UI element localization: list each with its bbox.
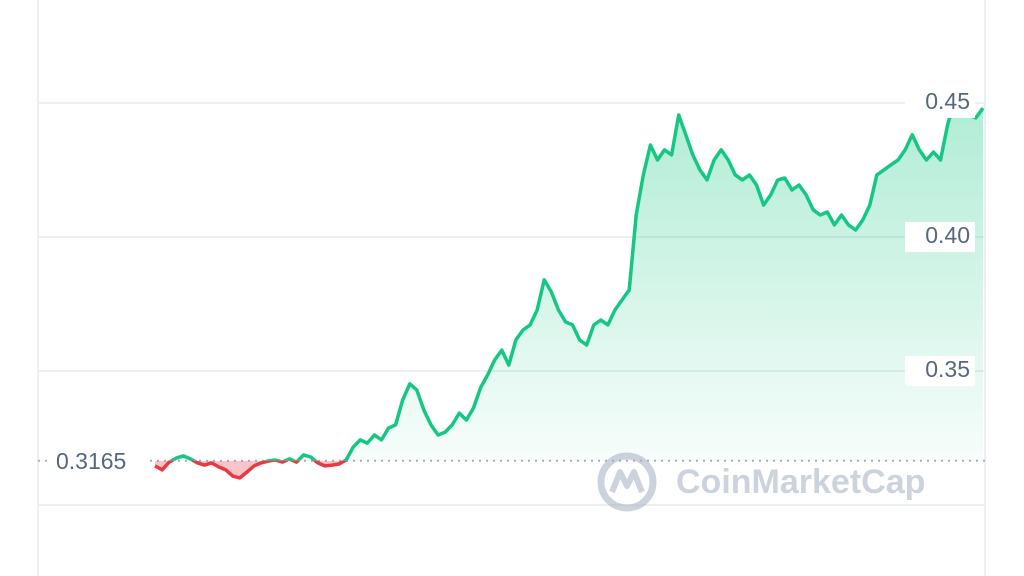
baseline-label: 0.3165 xyxy=(56,448,126,474)
watermark-logo xyxy=(597,452,657,512)
y-tick-label: 0.45 xyxy=(925,88,970,114)
y-tick-label-bg xyxy=(905,87,975,118)
watermark: CoinMarketCap xyxy=(597,452,925,512)
y-tick-label: 0.35 xyxy=(925,356,970,382)
price-line-up xyxy=(168,88,985,461)
area-up xyxy=(155,90,983,461)
y-tick-label-bg xyxy=(905,355,975,386)
y-tick-label: 0.40 xyxy=(925,222,970,248)
labels: 0.35 0.40 0.45 0.3165 xyxy=(48,87,975,476)
watermark-text: CoinMarketCap xyxy=(676,463,925,501)
plot xyxy=(154,88,985,480)
watermark-logo-mark xyxy=(609,469,645,494)
y-tick-label-bg xyxy=(905,221,975,252)
baseline-label-bg xyxy=(48,445,148,476)
